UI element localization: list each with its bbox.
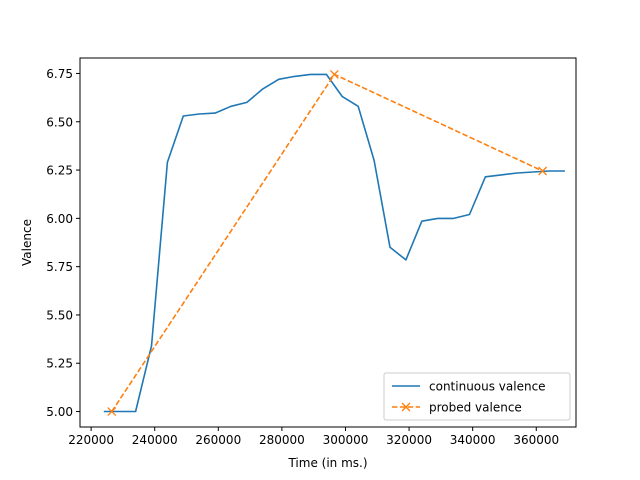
y-tick-label: 5.25 (46, 357, 73, 371)
legend-marker-probed-valence (401, 402, 411, 412)
data-point-marker (538, 166, 548, 176)
x-tick-label: 280000 (259, 433, 305, 447)
x-tick-label: 300000 (323, 433, 369, 447)
axis-ticks: 220000 240000 260000 280000 300000 320000 3400… (46, 67, 559, 447)
y-tick-label: 6.25 (46, 164, 73, 178)
y-tick-label: 5.50 (46, 308, 73, 322)
y-tick-label: 5.75 (46, 260, 73, 274)
x-tick-label: 220000 (68, 433, 114, 447)
legend: continuous valence probed valence (383, 372, 571, 421)
plot-area (103, 69, 565, 417)
y-tick-label: 5.00 (46, 405, 73, 419)
series-line-continuous-valence (103, 73, 565, 413)
axes-frame (79, 57, 577, 428)
legend-x-marker (401, 402, 411, 412)
y-axis-label: Valence (20, 219, 34, 266)
x-tick-label: 340000 (450, 433, 496, 447)
y-tick-label: 6.50 (46, 115, 73, 129)
data-point-marker (329, 69, 339, 79)
x-axis-label: Time (in ms.) (287, 456, 367, 470)
data-point-marker (107, 407, 117, 417)
legend-label-probed-valence: probed valence (429, 401, 522, 415)
x-tick-label: 320000 (386, 433, 432, 447)
legend-label-continuous-valence: continuous valence (429, 380, 546, 394)
x-tick-label: 240000 (132, 433, 178, 447)
y-tick-label: 6.75 (46, 67, 73, 81)
legend-box (383, 372, 571, 421)
x-tick-label: 360000 (513, 433, 559, 447)
x-tick-label: 260000 (195, 433, 241, 447)
y-tick-label: 6.00 (46, 212, 73, 226)
